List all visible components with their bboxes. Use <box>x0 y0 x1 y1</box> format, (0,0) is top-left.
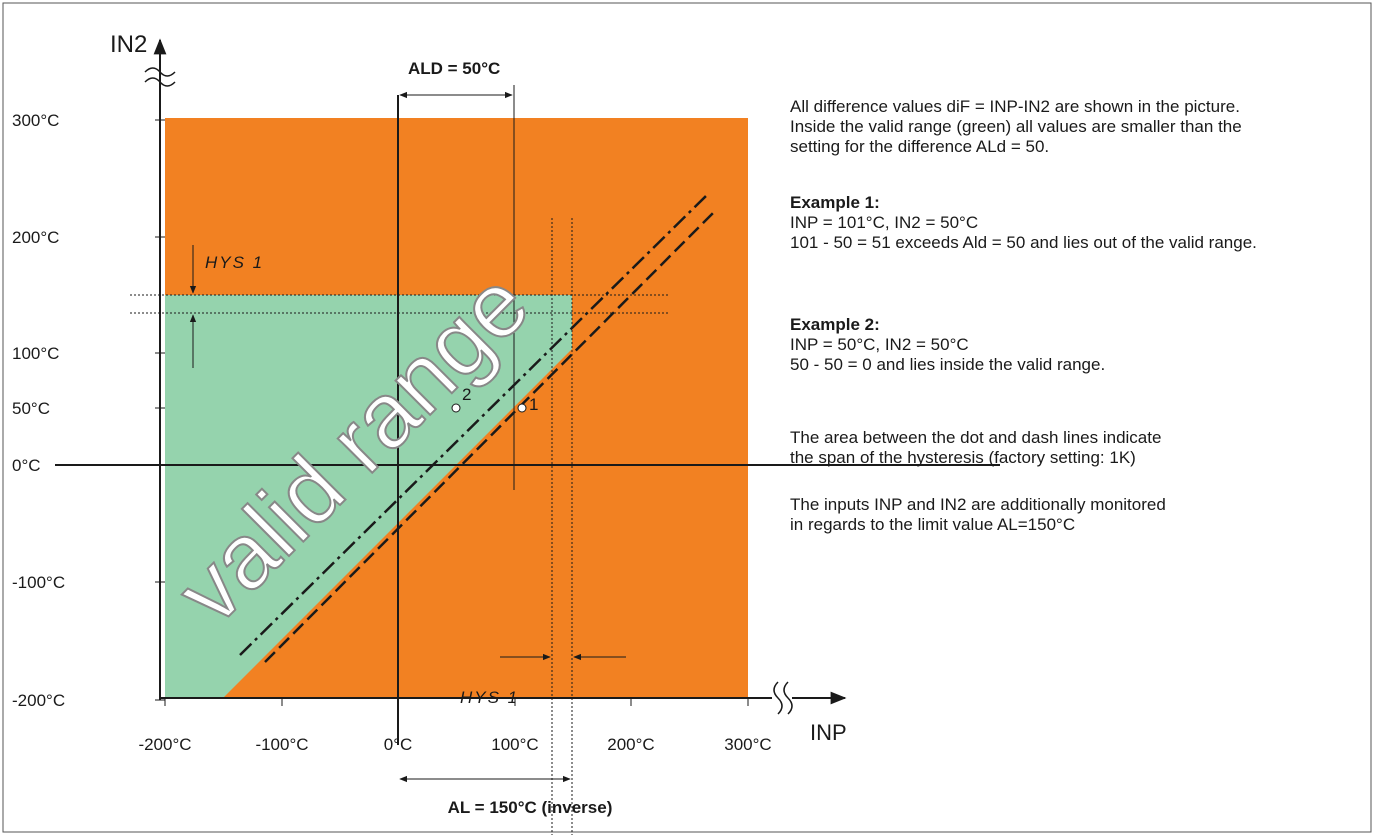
y-tick-label: 0°C <box>12 456 41 475</box>
note-line: INP = 50°C, IN2 = 50°C <box>790 335 969 354</box>
point-label: 1 <box>529 395 538 414</box>
x-tick-label: 300°C <box>724 735 771 754</box>
axis-break <box>773 681 793 715</box>
note-line: setting for the difference ALd = 50. <box>790 137 1049 156</box>
al-label: AL = 150°C (inverse) <box>448 798 613 817</box>
valid-area <box>165 295 572 698</box>
example-title: Example 1: <box>790 193 880 212</box>
y-tick-label: 200°C <box>12 228 59 247</box>
example-title: Example 2: <box>790 315 880 334</box>
x-tick-label: 100°C <box>491 735 538 754</box>
dash-dot-line <box>239 193 709 656</box>
x-tick-label: 0°C <box>384 735 413 754</box>
hysteresis-guides <box>130 218 670 835</box>
x-tick-label: -100°C <box>255 735 308 754</box>
note-line: All difference values diF = INP-IN2 are … <box>790 97 1240 116</box>
y-tick-label: 300°C <box>12 111 59 130</box>
point-label: 2 <box>462 385 471 404</box>
y-tick-label: 50°C <box>12 399 50 418</box>
y-axis-label: IN2 <box>110 31 147 58</box>
hys-label: HYS 1 <box>460 688 519 707</box>
x-tick-label: -200°C <box>138 735 191 754</box>
note-line: The area between the dot and dash lines … <box>790 428 1161 447</box>
note-line: INP = 101°C, IN2 = 50°C <box>790 213 978 232</box>
y-tick-label: -100°C <box>12 573 65 592</box>
note-line: the span of the hysteresis (factory sett… <box>790 448 1136 467</box>
note-line: 50 - 50 = 0 and lies inside the valid ra… <box>790 355 1105 374</box>
y-tick-label: 100°C <box>12 344 59 363</box>
axis-break-gap <box>772 680 792 716</box>
x-tick-label: 200°C <box>607 735 654 754</box>
y-tick-label: -200°C <box>12 691 65 710</box>
note-line: Inside the valid range (green) all value… <box>790 117 1242 136</box>
hys-label: HYS 1 <box>205 253 264 272</box>
note-line: The inputs INP and IN2 are additionally … <box>790 495 1166 514</box>
note-line: in regards to the limit value AL=150°C <box>790 515 1075 534</box>
x-axis-label: INP <box>810 720 847 745</box>
points <box>451 403 527 413</box>
dash-line <box>264 209 717 663</box>
axis-break <box>144 67 176 87</box>
note-line: 101 - 50 = 51 exceeds Ald = 50 and lies … <box>790 233 1257 252</box>
ald-label: ALD = 50°C <box>408 59 500 78</box>
